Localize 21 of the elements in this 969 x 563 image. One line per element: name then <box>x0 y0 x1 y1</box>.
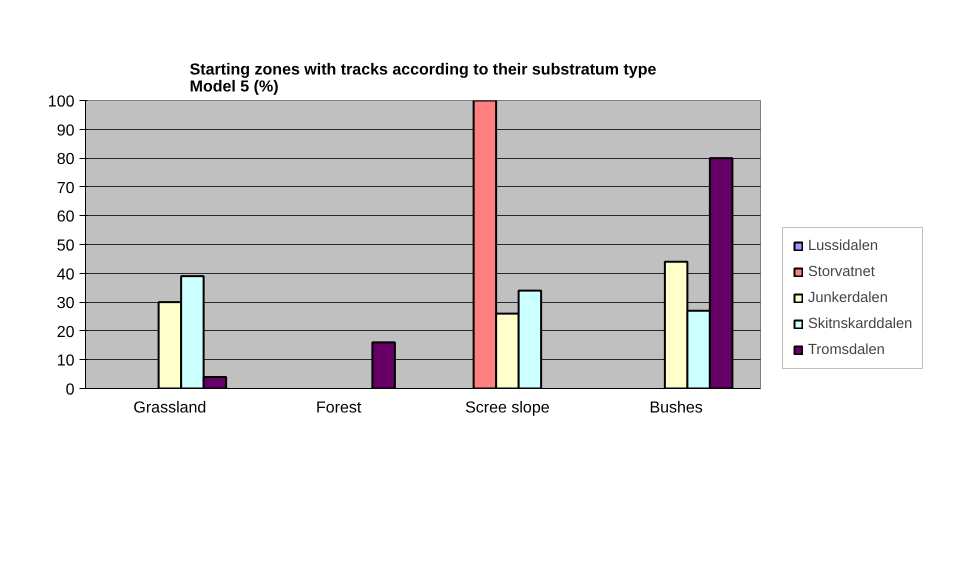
y-tick-label: 10 <box>56 352 75 370</box>
y-tick-label: 100 <box>48 94 75 110</box>
y-tick-label: 40 <box>56 266 75 284</box>
x-tick-label: Grassland <box>133 400 206 416</box>
y-tick-label: 0 <box>66 382 75 398</box>
legend-label: Junkerdalen <box>808 290 888 306</box>
y-tick-label: 50 <box>56 238 75 254</box>
legend-label: Tromsdalen <box>808 342 885 358</box>
y-tick-label: 80 <box>56 151 75 168</box>
y-tick-label: 20 <box>56 324 75 341</box>
x-tick-label: Bushes <box>649 400 703 416</box>
legend-label: Skitnskarddalen <box>808 316 912 332</box>
legend-label: Storvatnet <box>808 264 875 280</box>
y-tick-label: 90 <box>56 122 75 140</box>
y-tick-label: 70 <box>56 180 75 197</box>
legend-label: Lussidalen <box>808 238 878 254</box>
y-tick-label: 30 <box>56 295 75 312</box>
x-tick-label: Scree slope <box>465 400 550 416</box>
chart-title: Starting zones with tracks according to their substratum type Model 5 (%) <box>190 62 656 96</box>
x-tick-label: Forest <box>316 400 362 416</box>
y-tick-label: 60 <box>56 208 75 226</box>
